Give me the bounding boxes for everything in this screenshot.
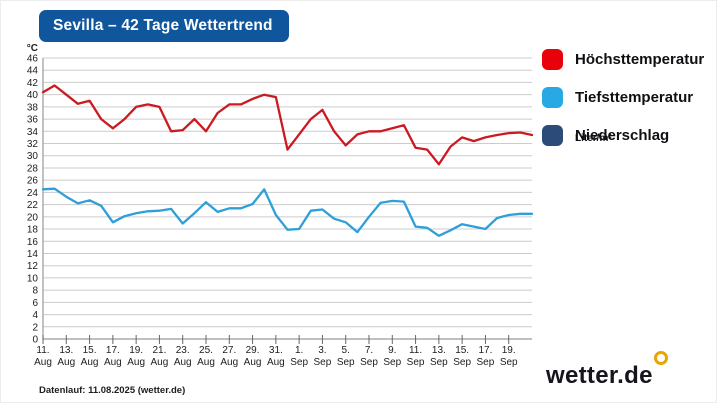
svg-text:Sep: Sep: [383, 357, 401, 368]
svg-text:36: 36: [27, 115, 39, 126]
svg-text:Sep: Sep: [360, 357, 378, 368]
svg-text:Sep: Sep: [453, 357, 471, 368]
svg-text:Sep: Sep: [500, 357, 518, 368]
svg-text:Aug: Aug: [127, 357, 145, 368]
svg-text:15.: 15.: [83, 345, 97, 356]
svg-text:34: 34: [27, 127, 39, 138]
svg-text:4: 4: [32, 310, 38, 321]
svg-text:1.: 1.: [295, 345, 303, 356]
svg-text:31.: 31.: [269, 345, 283, 356]
svg-text:Aug: Aug: [81, 357, 99, 368]
svg-text:Sep: Sep: [290, 357, 308, 368]
svg-text:17.: 17.: [106, 345, 120, 356]
svg-text:Aug: Aug: [151, 357, 169, 368]
svg-text:0: 0: [32, 335, 38, 346]
svg-text:Sep: Sep: [337, 357, 355, 368]
svg-text:18: 18: [27, 225, 39, 236]
legend-label-min: Tiefsttemperatur: [575, 89, 694, 106]
svg-text:19.: 19.: [129, 345, 143, 356]
legend-label-max: Höchsttemperatur: [575, 51, 705, 68]
svg-text:30: 30: [27, 151, 39, 162]
svg-text:8: 8: [32, 286, 38, 297]
data-run-note: Datenlauf: 11.08.2025 (wetter.de): [39, 385, 186, 396]
svg-text:Sep: Sep: [430, 357, 448, 368]
max-temp-swatch-icon: [542, 49, 563, 70]
svg-text:23.: 23.: [176, 345, 190, 356]
svg-text:29.: 29.: [246, 345, 260, 356]
svg-text:12: 12: [27, 261, 39, 272]
legend-item-hoechsttemperatur: Höchsttemperatur: [542, 49, 704, 70]
svg-text:26: 26: [27, 176, 39, 187]
degree-ring-icon: [653, 351, 668, 365]
svg-text:Aug: Aug: [244, 357, 262, 368]
svg-text:Sep: Sep: [477, 357, 495, 368]
svg-text:14: 14: [27, 249, 39, 260]
svg-text:Sep: Sep: [407, 357, 425, 368]
page-title: Sevilla – 42 Tage Wettertrend: [39, 10, 289, 42]
svg-text:3.: 3.: [318, 345, 326, 356]
legend-item-tiefsttemperatur: Tiefsttemperatur: [542, 87, 704, 108]
svg-text:44: 44: [27, 66, 39, 77]
legend: Höchsttemperatur Tiefsttemperatur Nieder…: [542, 49, 704, 146]
min-temp-swatch-icon: [542, 87, 563, 108]
svg-text:11.: 11.: [409, 345, 422, 356]
precipitation-swatch-icon: [542, 125, 563, 146]
svg-text:Sep: Sep: [314, 357, 332, 368]
svg-text:38: 38: [27, 102, 39, 113]
svg-text:°C: °C: [27, 43, 38, 54]
svg-text:40: 40: [27, 90, 39, 101]
wetter-de-logo: wetter.de: [546, 351, 668, 390]
svg-text:22: 22: [27, 200, 39, 211]
svg-text:Aug: Aug: [57, 357, 75, 368]
svg-text:15.: 15.: [455, 345, 469, 356]
svg-text:46: 46: [27, 54, 39, 65]
svg-text:7.: 7.: [365, 345, 373, 356]
svg-text:13.: 13.: [432, 345, 446, 356]
svg-text:20: 20: [27, 212, 39, 223]
svg-text:13.: 13.: [59, 345, 73, 356]
svg-text:9.: 9.: [388, 345, 396, 356]
svg-text:Aug: Aug: [34, 357, 52, 368]
svg-text:28: 28: [27, 163, 39, 174]
legend-label-precip: Niederschlag: [575, 127, 670, 144]
svg-text:6: 6: [32, 298, 38, 309]
legend-unit-label: Liter/m²: [575, 133, 612, 144]
svg-text:Aug: Aug: [267, 357, 285, 368]
svg-text:32: 32: [27, 139, 39, 150]
svg-text:5.: 5.: [342, 345, 350, 356]
svg-text:Aug: Aug: [197, 357, 215, 368]
svg-text:27.: 27.: [222, 345, 236, 356]
legend-item-niederschlag: Niederschlag: [542, 125, 704, 146]
svg-text:Aug: Aug: [220, 357, 238, 368]
svg-text:16: 16: [27, 237, 39, 248]
svg-text:19.: 19.: [502, 345, 516, 356]
svg-text:24: 24: [27, 188, 39, 199]
svg-text:2: 2: [32, 322, 38, 333]
logo-text: wetter.de: [546, 362, 653, 389]
svg-text:11.: 11.: [36, 345, 49, 356]
svg-text:Aug: Aug: [174, 357, 192, 368]
svg-text:25.: 25.: [199, 345, 213, 356]
svg-text:21.: 21.: [152, 345, 166, 356]
svg-text:Aug: Aug: [104, 357, 122, 368]
svg-text:10: 10: [27, 273, 39, 284]
svg-text:42: 42: [27, 78, 39, 89]
svg-text:17.: 17.: [478, 345, 492, 356]
